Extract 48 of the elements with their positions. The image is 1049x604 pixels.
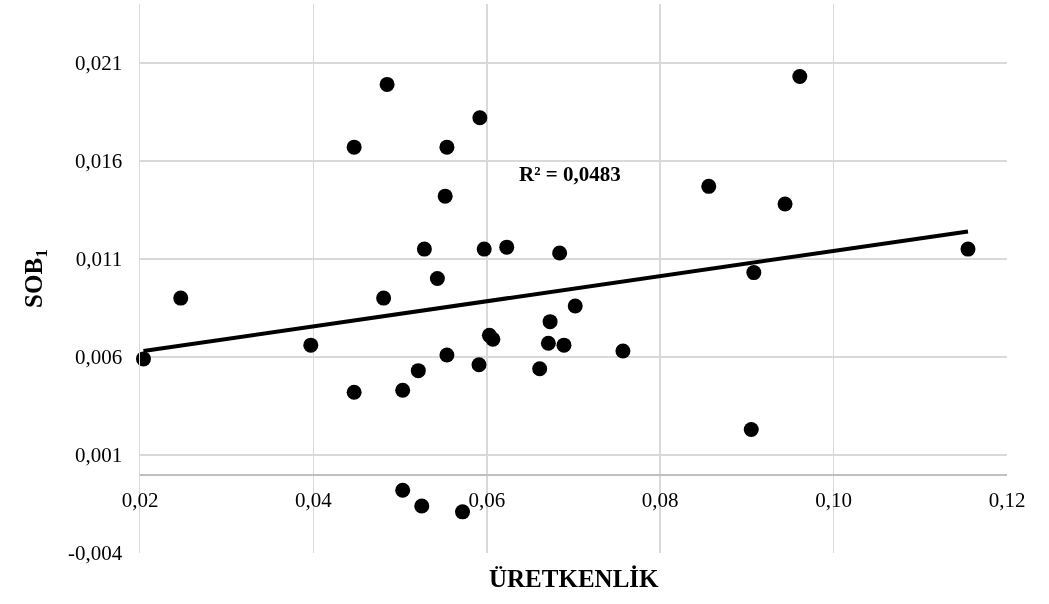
point [410, 363, 426, 379]
point [455, 504, 471, 520]
x-tick-label: 0,02 [121, 487, 159, 512]
point [303, 337, 319, 353]
x-tick-label: 0,12 [988, 487, 1026, 512]
point [743, 421, 759, 437]
point [540, 335, 556, 351]
point [476, 241, 492, 257]
point [552, 245, 568, 261]
y-tick-label: 0,011 [75, 247, 123, 272]
point [395, 382, 411, 398]
point [472, 110, 488, 126]
point [556, 337, 572, 353]
x-tick-label: 0,10 [815, 487, 852, 512]
point [471, 357, 487, 373]
point [542, 314, 558, 330]
point [746, 265, 762, 281]
point [376, 290, 392, 306]
y-tick-label: 0,001 [75, 443, 123, 468]
point [395, 482, 411, 498]
point [416, 241, 432, 257]
point [532, 361, 548, 377]
y-tick-label: 0,006 [75, 345, 123, 370]
point [414, 498, 430, 514]
point [792, 69, 808, 85]
point [567, 298, 583, 314]
y-tick-label: -0,004 [68, 541, 123, 566]
point [777, 196, 793, 212]
annotation: R² = 0,0483 [519, 162, 621, 186]
y-tick-label: 0,016 [75, 149, 123, 174]
x-tick-label: 0,08 [641, 487, 679, 512]
point [346, 384, 362, 400]
point [439, 347, 455, 363]
point [485, 331, 501, 347]
x-axis-title: ÜRETKENLİK [489, 565, 660, 592]
point [960, 241, 976, 257]
point [499, 239, 515, 255]
point [439, 139, 455, 155]
x-tick-label: 0,06 [468, 487, 506, 512]
point [437, 188, 453, 204]
point [429, 271, 445, 286]
point [701, 178, 717, 194]
point [615, 343, 631, 359]
point [346, 139, 362, 155]
x-tick-label: 0,04 [295, 487, 333, 512]
y-tick-label: 0,021 [75, 51, 123, 76]
point [379, 76, 395, 92]
point [173, 290, 189, 306]
